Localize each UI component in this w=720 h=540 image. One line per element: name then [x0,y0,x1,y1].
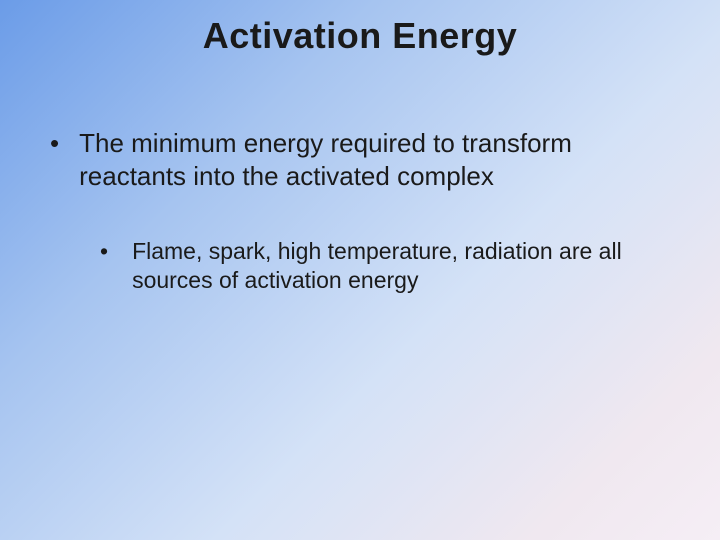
main-bullet-text: The minimum energy required to transform… [79,127,680,192]
slide-title: Activation Energy [40,15,680,57]
bullet-marker-icon: • [100,237,108,267]
bullet-marker-icon: • [50,127,59,161]
main-bullet-item: • The minimum energy required to transfo… [50,127,680,192]
sub-bullet-text: Flame, spark, high temperature, radiatio… [132,237,680,295]
slide-container: Activation Energy • The minimum energy r… [0,0,720,540]
sub-bullet-item: • Flame, spark, high temperature, radiat… [100,237,680,295]
